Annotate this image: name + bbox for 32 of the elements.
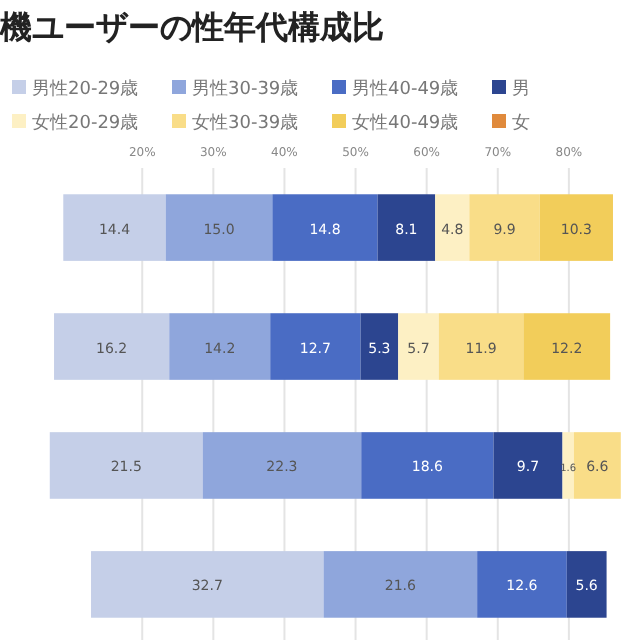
bar bbox=[493, 432, 563, 499]
legend-label: 男性20-29歳 bbox=[32, 78, 139, 100]
bar bbox=[49, 432, 203, 499]
legend-label: 男性40-49歳 bbox=[352, 78, 459, 100]
bar bbox=[573, 432, 621, 499]
bar bbox=[438, 313, 524, 380]
legend-label: 男 bbox=[512, 78, 530, 100]
bar bbox=[272, 194, 378, 261]
bar bbox=[202, 432, 362, 499]
bar bbox=[469, 194, 540, 261]
bar bbox=[323, 551, 478, 618]
bar bbox=[169, 313, 271, 380]
bar bbox=[523, 313, 611, 380]
bar bbox=[539, 194, 613, 261]
bar bbox=[566, 551, 607, 618]
bar bbox=[398, 313, 439, 380]
bar bbox=[360, 313, 399, 380]
legend-label: 女 bbox=[512, 112, 530, 134]
bar bbox=[91, 551, 324, 618]
bar bbox=[361, 432, 494, 499]
bar bbox=[435, 194, 470, 261]
bar bbox=[63, 194, 166, 261]
legend-label: 女性40-49歳 bbox=[352, 112, 459, 134]
legend-label: 男性30-39歳 bbox=[192, 78, 299, 100]
chart-title: 機ユーザーの性年代構成比 bbox=[0, 8, 384, 46]
legend-label: 女性30-39歳 bbox=[192, 112, 299, 134]
bar bbox=[477, 551, 567, 618]
bar bbox=[165, 194, 273, 261]
legend-label: 女性20-29歳 bbox=[32, 112, 139, 134]
bar bbox=[377, 194, 436, 261]
bar bbox=[54, 313, 170, 380]
bar bbox=[270, 313, 361, 380]
